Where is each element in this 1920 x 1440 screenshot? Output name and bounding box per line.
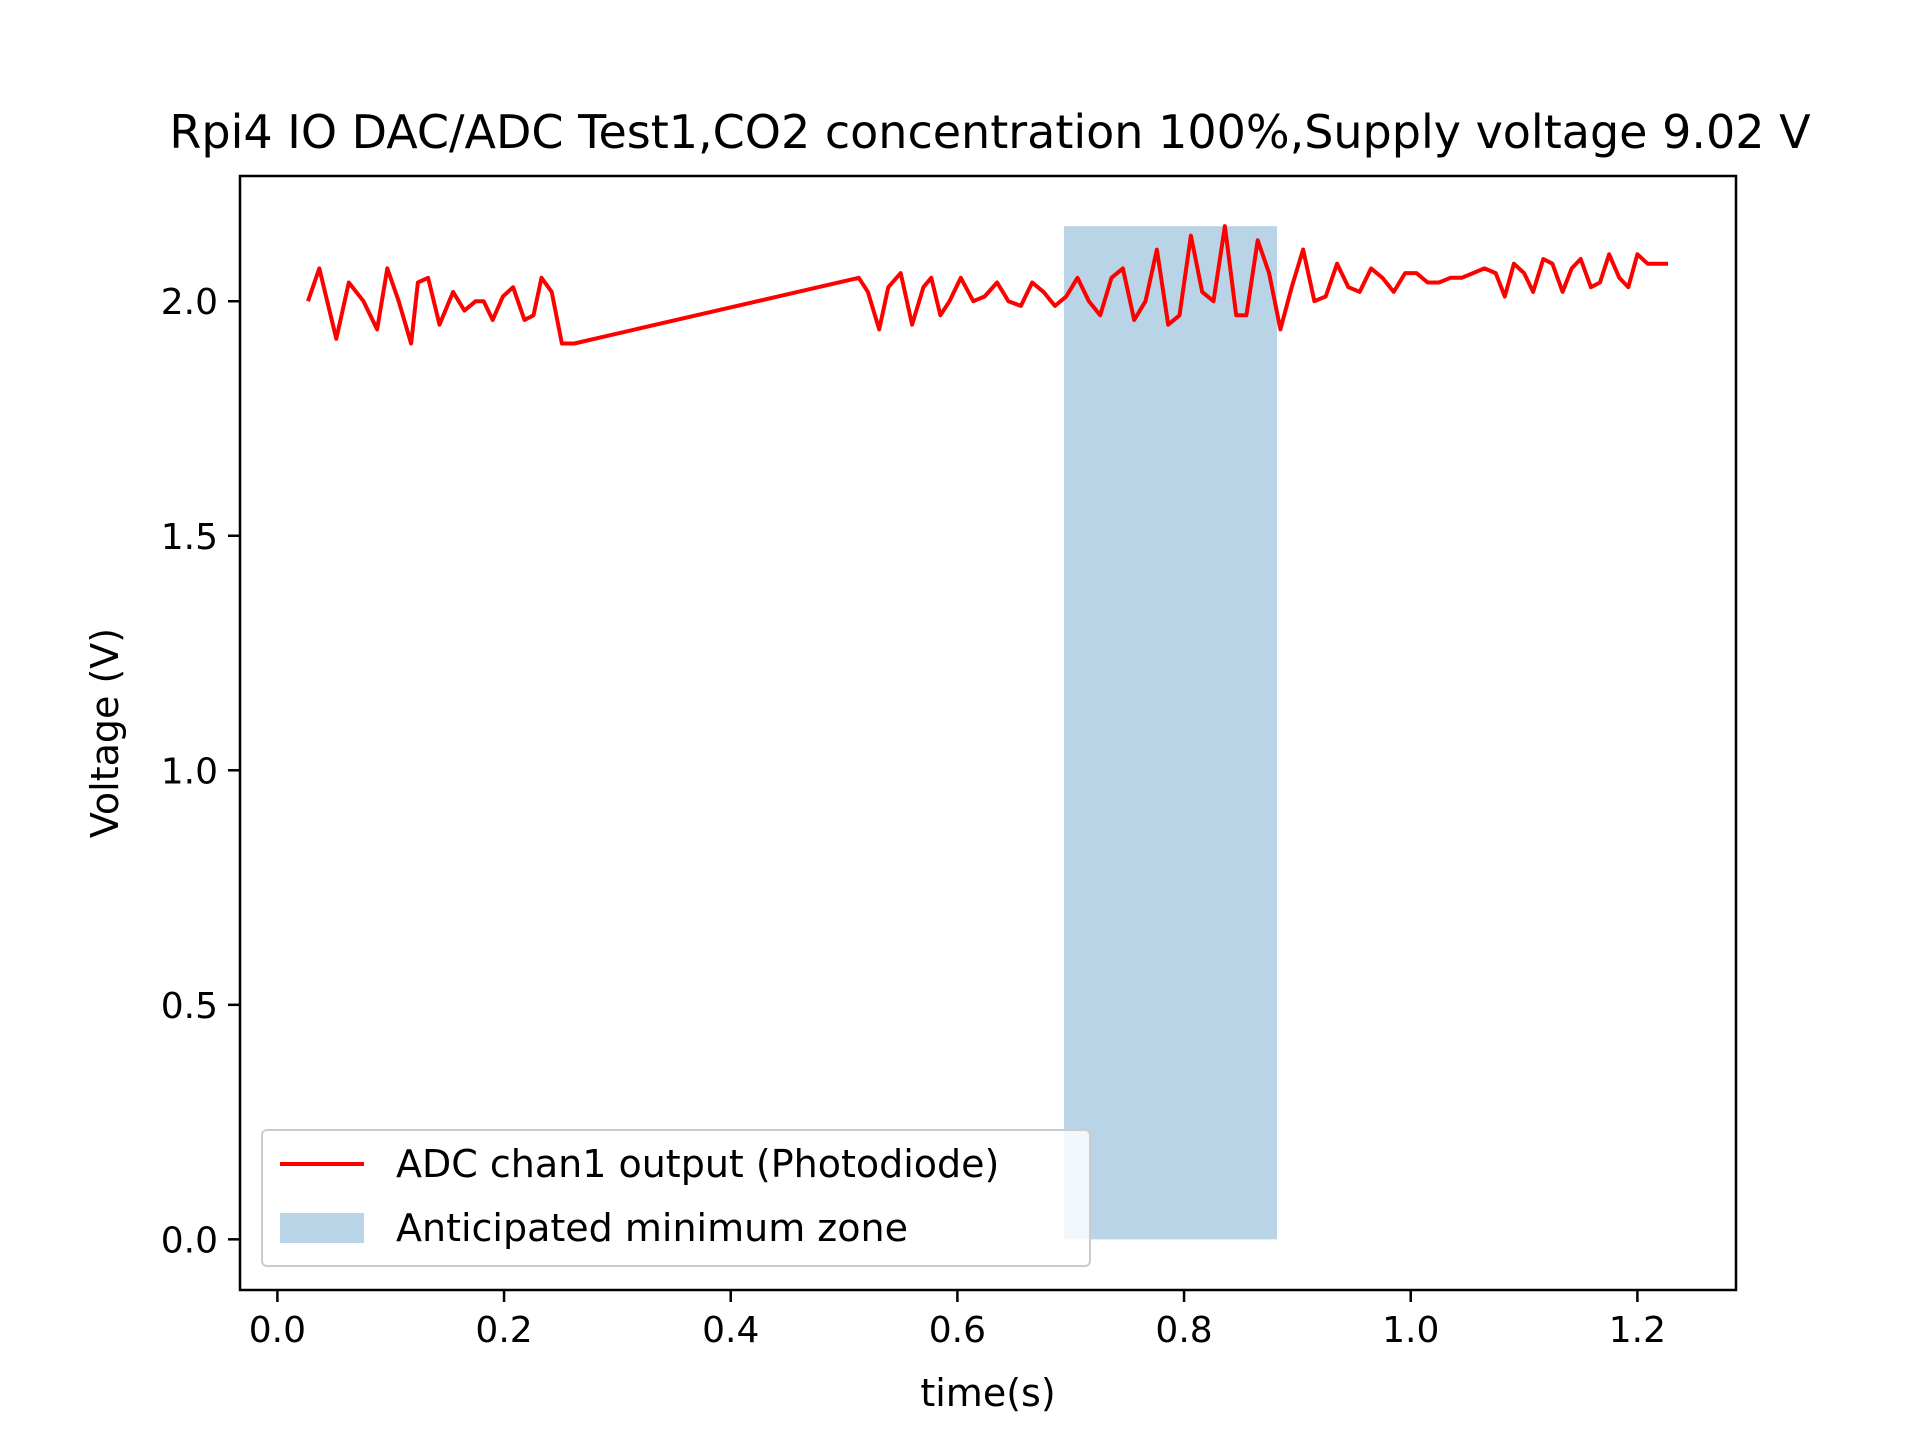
legend-box	[261, 1129, 1091, 1267]
y-tick-label: 2.0	[161, 282, 218, 323]
x-tick-label: 0.6	[929, 1310, 986, 1351]
legend: ADC chan1 output (Photodiode) Anticipate…	[261, 1129, 1091, 1267]
legend-label-adc-output: ADC chan1 output (Photodiode)	[396, 1142, 999, 1186]
series-line-adc-output	[306, 224, 1668, 346]
y-tick-label: 0.0	[161, 1220, 218, 1261]
minimum-zone-area	[1063, 226, 1277, 1240]
x-tick-label: 0.4	[702, 1310, 759, 1351]
plot-frame	[238, 174, 1738, 1292]
x-tick-label: 0.8	[1155, 1310, 1212, 1351]
x-tick-label: 1.2	[1609, 1310, 1666, 1351]
x-tick-label: 0.2	[475, 1310, 532, 1351]
chart-title: Rpi4 IO DAC/ADC Test1,CO2 concentration …	[169, 105, 1811, 159]
y-tick-label: 0.5	[161, 986, 218, 1027]
legend-label-minimum-zone: Anticipated minimum zone	[396, 1206, 908, 1250]
y-axis-label: Voltage (V)	[83, 628, 127, 838]
x-axis: 0.0 0.2 0.4 0.6 0.8 1.0 1.2	[249, 1290, 1666, 1351]
x-tick-label: 1.0	[1382, 1310, 1439, 1351]
x-axis-label: time(s)	[920, 1371, 1055, 1415]
legend-swatch-minimum-zone	[280, 1213, 364, 1243]
y-tick-label: 1.5	[161, 517, 218, 558]
plot-area	[306, 224, 1668, 1240]
y-tick-label: 1.0	[161, 751, 218, 792]
x-tick-label: 0.0	[249, 1310, 306, 1351]
y-axis: 0.0 0.5 1.0 1.5 2.0	[161, 282, 240, 1261]
